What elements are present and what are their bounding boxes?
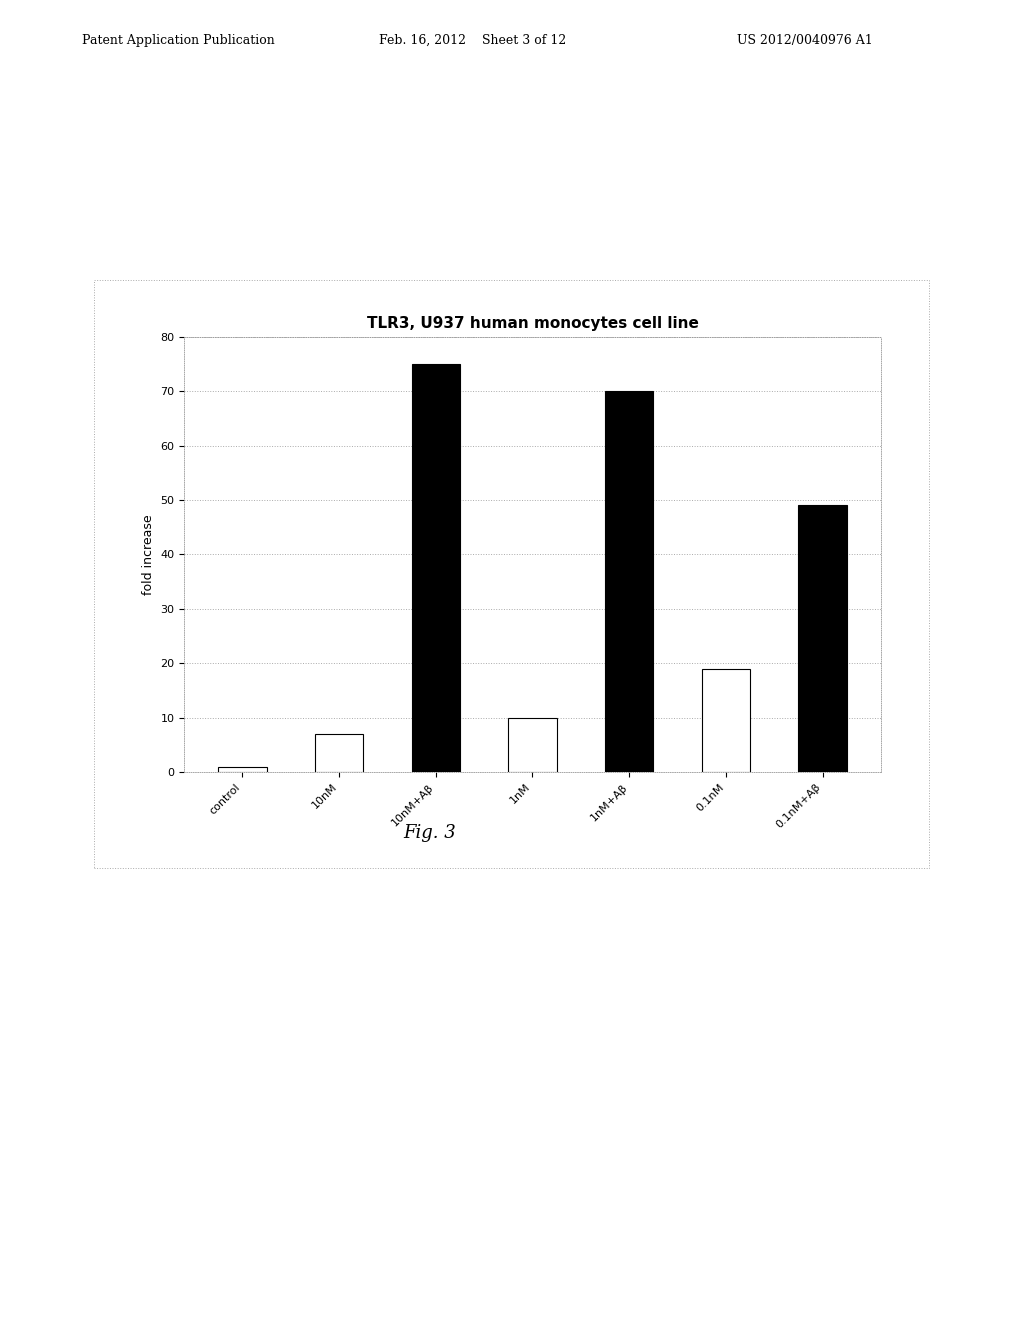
- Text: Patent Application Publication: Patent Application Publication: [82, 33, 274, 46]
- Bar: [799, 506, 847, 772]
- Bar: [412, 364, 460, 772]
- Y-axis label: fold increase: fold increase: [142, 513, 155, 595]
- Bar: [605, 391, 653, 772]
- Text: Fig. 3: Fig. 3: [403, 824, 457, 842]
- Text: Feb. 16, 2012    Sheet 3 of 12: Feb. 16, 2012 Sheet 3 of 12: [379, 33, 566, 46]
- Bar: [701, 669, 751, 772]
- Text: US 2012/0040976 A1: US 2012/0040976 A1: [737, 33, 873, 46]
- Bar: [508, 718, 557, 772]
- Bar: [218, 767, 266, 772]
- Title: TLR3, U937 human monocytes cell line: TLR3, U937 human monocytes cell line: [367, 317, 698, 331]
- Bar: [315, 734, 364, 772]
